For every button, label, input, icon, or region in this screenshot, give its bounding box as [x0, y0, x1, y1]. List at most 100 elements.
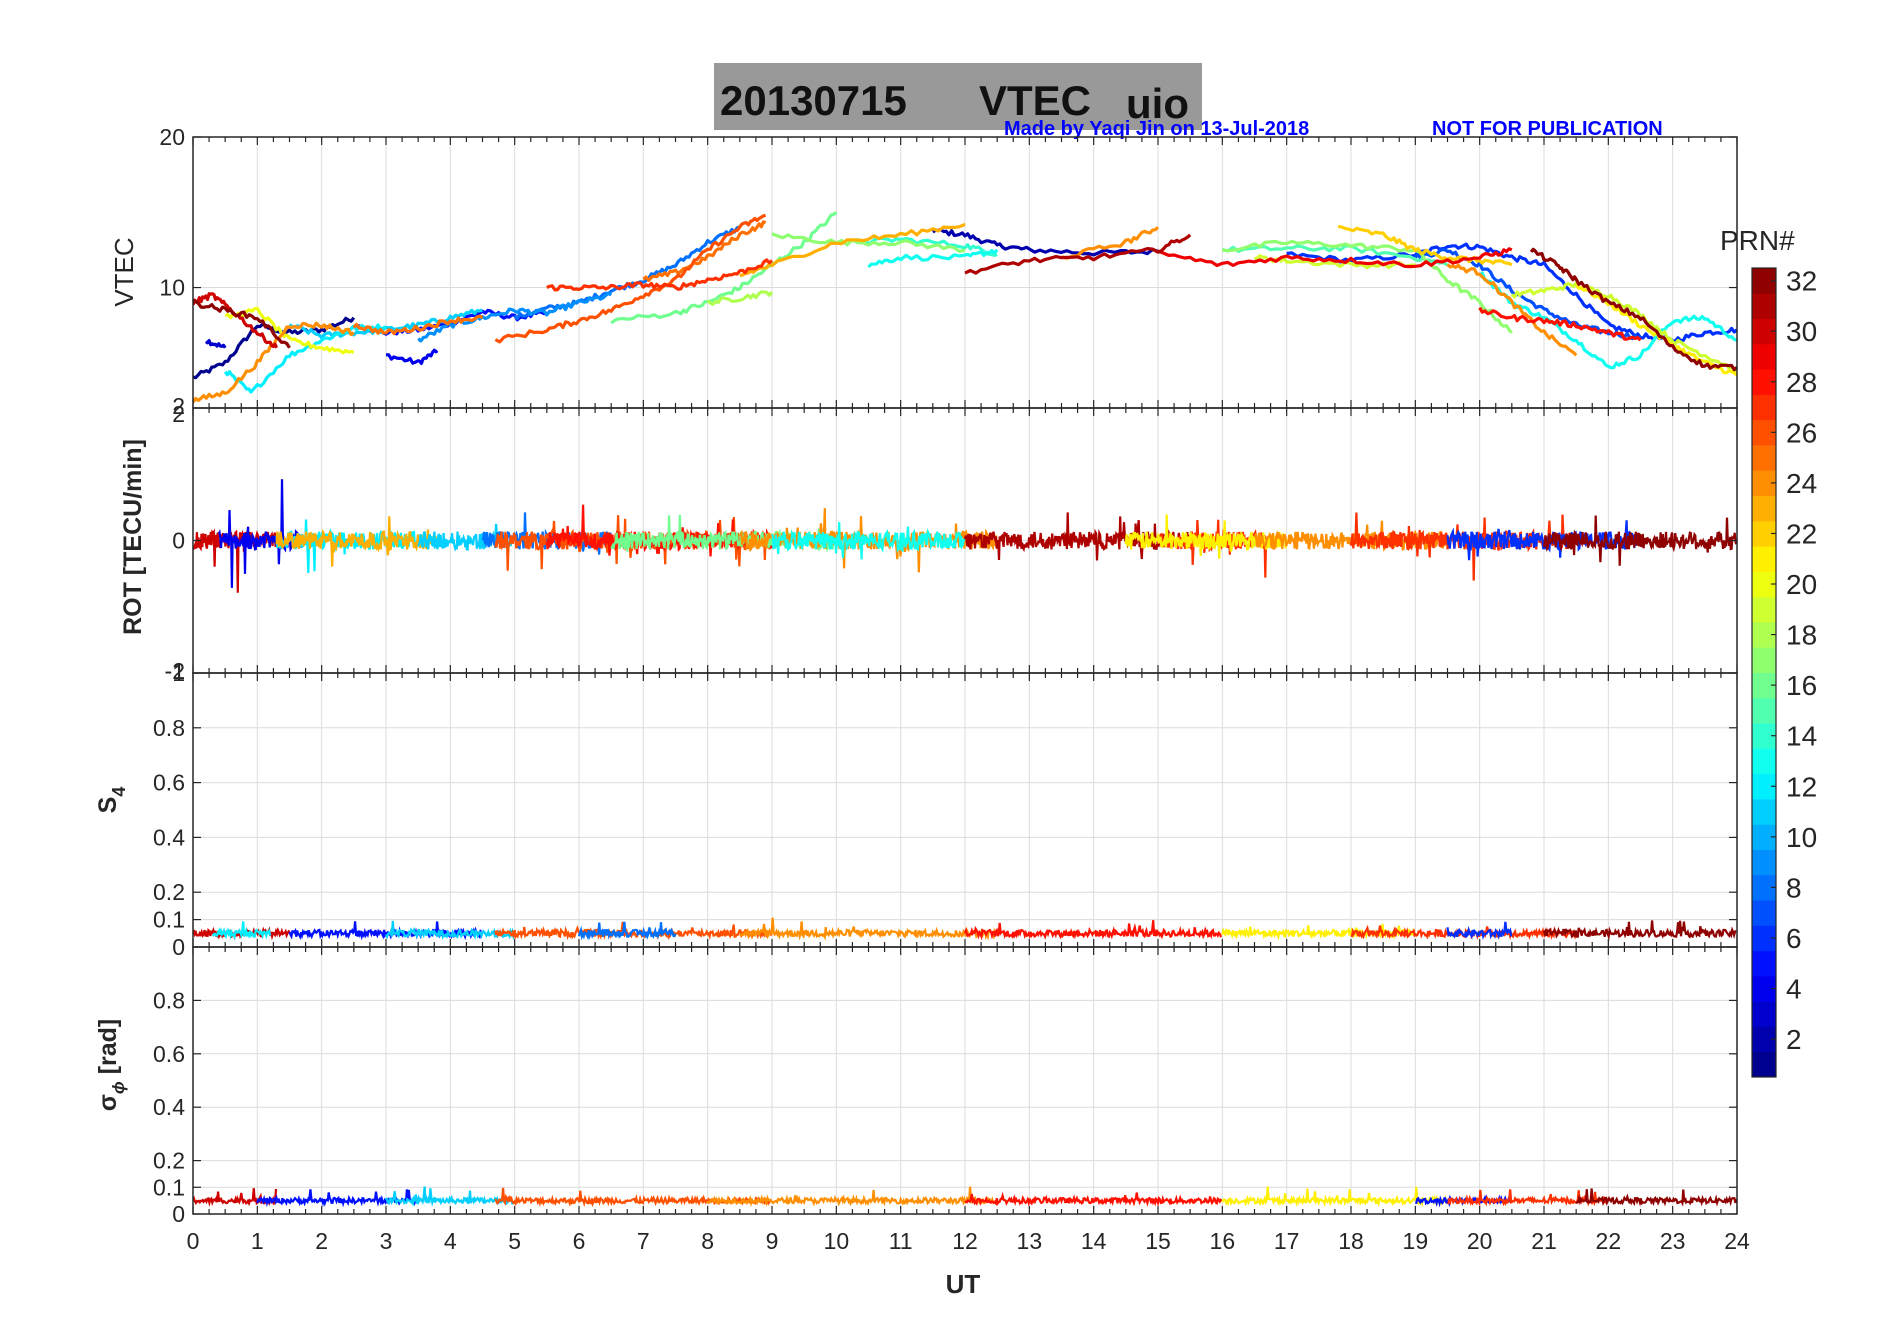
vtec-series-prn-24: [1446, 263, 1578, 357]
s4-y-tick-label: 1: [172, 660, 185, 686]
credit-text: Made by Yaqi Jin on 13-Jul-2018: [1004, 118, 1309, 140]
vtec-series-prn-24: [1061, 226, 1160, 260]
colorbar-swatch-9: [1752, 849, 1776, 876]
s4-panel: 00.10.2 0.4 0.6 0.8 1: [153, 660, 1738, 960]
colorbar-swatch-23: [1752, 495, 1776, 522]
vtec-series-prn-13: [867, 248, 999, 269]
x-tick-label: 7: [637, 1228, 650, 1254]
s4-series-prn-8: [577, 921, 677, 941]
colorbar-tick-label: 8: [1786, 872, 1802, 903]
title-date: 20130715: [720, 77, 907, 124]
vtec-series-prn-13: [1478, 271, 1737, 370]
vtec-series-prn-18: [706, 290, 774, 306]
vtec-series-prn-27: [546, 258, 774, 292]
vtec-series-prn-26: [494, 213, 767, 344]
rot-bottom-edge-label: -1: [165, 658, 185, 684]
x-tick-label: 22: [1596, 1228, 1622, 1254]
sigma_phi-y-tick-label: 0.6: [153, 1041, 185, 1067]
x-tick-label: 21: [1531, 1228, 1557, 1254]
vtec-data: [193, 211, 1737, 404]
sigma-phi-panel: 00.10.20.40.60.80 1 2 3 4 5 6 7 8 9 10 11 12 13 14 15 16…: [153, 946, 1750, 1254]
s4-y-tick-label: 0.6: [153, 770, 185, 796]
colorbar-tick-label: 26: [1786, 417, 1817, 448]
rot-data: [193, 479, 1737, 593]
x-tick-label: 15: [1145, 1228, 1171, 1254]
sigma_phi-y-tick-label: 0: [172, 1201, 185, 1227]
s4-series-prn-28: [963, 920, 1222, 941]
notice-text: NOT FOR PUBLICATION: [1432, 118, 1663, 140]
vtec-series-prn-22: [1337, 224, 1513, 267]
x-tick-label: 5: [508, 1228, 521, 1254]
colorbar-swatch-3: [1752, 1001, 1776, 1027]
x-tick-label: 4: [444, 1228, 457, 1254]
vtec-series-prn-17: [771, 232, 966, 254]
vtec-series-prn-32: [193, 299, 291, 349]
vtec-series-prn-2: [931, 228, 1159, 257]
vtec-series-prn-19: [1510, 281, 1737, 374]
colorbar-swatch-1: [1752, 1051, 1776, 1078]
s4-y-tick-label: 0.4: [153, 824, 185, 850]
x-tick-label: 3: [380, 1228, 393, 1254]
x-tick-label: 2: [315, 1228, 328, 1254]
vtec-series-prn-23: [739, 222, 966, 277]
colorbar-tick-label: 12: [1786, 771, 1817, 802]
sigma_phi-y-tick-label: 0.2: [153, 1148, 185, 1174]
colorbar-swatch-21: [1752, 546, 1776, 572]
colorbar-tick-label: 24: [1786, 468, 1817, 499]
s4-y-tick-label: 0.8: [153, 715, 185, 741]
sigma_phi-series-prn-21: [1221, 1186, 1449, 1208]
colorbar-swatch-31: [1752, 293, 1776, 320]
colorbar-title: PRN#: [1720, 225, 1795, 256]
colorbar-tick-label: 18: [1786, 620, 1817, 651]
colorbar-swatch-13: [1752, 748, 1776, 775]
vtec-panel: 10 20 2: [159, 124, 1738, 419]
x-tick-label: 12: [952, 1228, 978, 1254]
colorbar-tick-label: 32: [1786, 266, 1817, 297]
x-tick-label: 1: [251, 1228, 264, 1254]
x-tick-label: 19: [1403, 1228, 1429, 1254]
vtec-ylabel: VTEC: [109, 237, 139, 306]
s4-y-tick-label: 0.2: [153, 879, 185, 905]
sigma_phi-series-prn-28: [964, 1191, 1223, 1208]
rot-series-prn-31: [963, 512, 1191, 561]
rot-series-prn-13: [770, 522, 966, 560]
x-tick-label: 11: [889, 1228, 913, 1254]
title-label: VTEC: [979, 77, 1091, 124]
sigma_phi-y-tick-label: 0.8: [153, 987, 185, 1013]
s4-y-tick-label: 0: [172, 934, 185, 960]
sigma_phi-y-tick-label: 0.1: [153, 1174, 185, 1200]
s4-series-prn-12: [212, 921, 272, 941]
colorbar-tick-label: 28: [1786, 367, 1817, 398]
s4-ylabel: S4: [94, 787, 129, 814]
colorbar-swatch-27: [1752, 394, 1776, 421]
title-box: [714, 63, 1202, 130]
vtec-series-prn-32: [1529, 247, 1737, 372]
vtec-series-prn-31: [964, 233, 1192, 275]
vtec-series-prn-16: [610, 211, 838, 325]
rot-series-prn-32: [1542, 515, 1737, 566]
colorbar-swatch-7: [1752, 900, 1776, 926]
colorbar-frame: [1751, 267, 1777, 1078]
colorbar-tick-label: 16: [1786, 670, 1817, 701]
vtec-series-prn-3: [204, 339, 227, 349]
vtec-series-prn-28: [1478, 306, 1642, 342]
s4-series-prn-32: [1542, 920, 1737, 941]
x-axis-label: UT: [946, 1269, 981, 1299]
x-tick-label: 18: [1338, 1228, 1364, 1254]
colorbar-tick-label: 22: [1786, 518, 1817, 549]
vtec-y-tick-label: 10: [159, 275, 185, 301]
vtec-series-prn-20: [224, 306, 355, 355]
sigma-phi-ylabel: σϕ [rad]: [94, 1019, 128, 1111]
x-tick-label: 23: [1660, 1228, 1686, 1254]
vtec-series-prn-25: [352, 314, 484, 336]
sigma_phi-series-prn-32: [1575, 1188, 1737, 1207]
colorbar-tick-label: 2: [1786, 1024, 1802, 1055]
rot-series-prn-23: [275, 516, 439, 567]
vtec-series-prn-25: [642, 220, 767, 282]
x-tick-label: 10: [824, 1228, 850, 1254]
title-station: uio: [1126, 80, 1189, 127]
svg-text:σϕ [rad]: σϕ [rad]: [94, 1019, 128, 1111]
x-tick-label: 20: [1467, 1228, 1493, 1254]
